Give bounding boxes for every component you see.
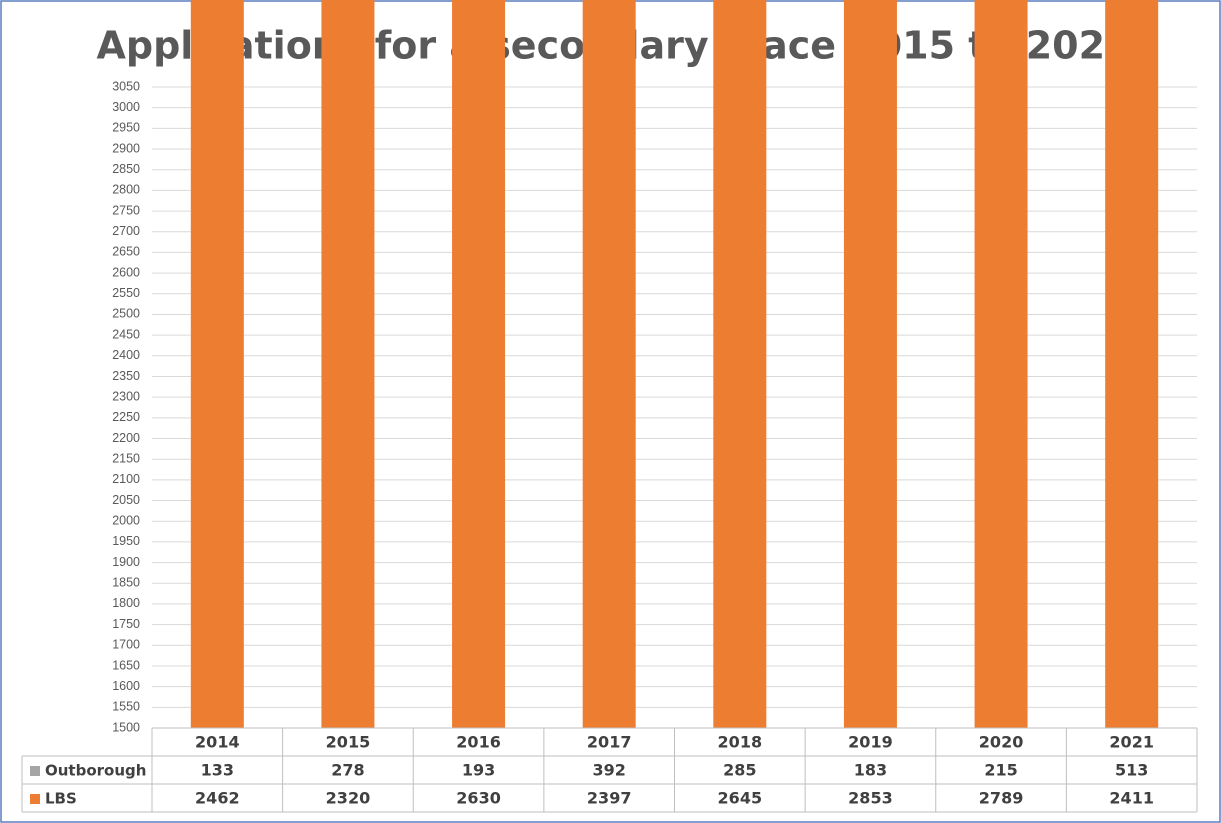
x-tick-label: 2018 bbox=[718, 733, 763, 752]
y-tick-label: 2900 bbox=[112, 141, 140, 155]
y-tick-label: 2350 bbox=[112, 369, 140, 383]
table-value: 2853 bbox=[848, 789, 893, 808]
y-tick-label: 2050 bbox=[112, 493, 140, 507]
bar-segment bbox=[190, 0, 244, 728]
y-tick-label: 1700 bbox=[112, 638, 140, 652]
y-tick-label: 3050 bbox=[112, 79, 140, 93]
y-tick-label: 2450 bbox=[112, 327, 140, 341]
y-tick-label: 2000 bbox=[112, 514, 140, 528]
y-tick-label: 2200 bbox=[112, 431, 140, 445]
table-value: 513 bbox=[1115, 761, 1148, 780]
y-tick-label: 2400 bbox=[112, 348, 140, 362]
bar-segment bbox=[1105, 0, 1159, 729]
table-value: 183 bbox=[854, 761, 887, 780]
y-tick-label: 1650 bbox=[112, 658, 140, 672]
x-tick-label: 2019 bbox=[848, 733, 893, 752]
y-tick-label: 1850 bbox=[112, 576, 140, 590]
y-tick-label: 2850 bbox=[112, 162, 140, 176]
table-value: 2630 bbox=[456, 789, 501, 808]
table-value: 2645 bbox=[718, 789, 763, 808]
table-value: 2397 bbox=[587, 789, 632, 808]
y-tick-label: 1900 bbox=[112, 555, 140, 569]
y-tick-label: 2950 bbox=[112, 121, 140, 135]
y-tick-label: 2100 bbox=[112, 472, 140, 486]
x-tick-label: 2014 bbox=[195, 733, 240, 752]
y-tick-label: 2600 bbox=[112, 265, 140, 279]
y-tick-label: 1750 bbox=[112, 617, 140, 631]
table-value: 2411 bbox=[1109, 789, 1154, 808]
y-tick-label: 1950 bbox=[112, 534, 140, 548]
legend-label: LBS bbox=[45, 790, 77, 808]
x-tick-label: 2017 bbox=[587, 733, 632, 752]
y-tick-label: 1600 bbox=[112, 679, 140, 693]
table-value: 215 bbox=[984, 761, 1017, 780]
y-tick-label: 3000 bbox=[112, 100, 140, 114]
y-tick-label: 1500 bbox=[112, 720, 140, 734]
bar-segment bbox=[452, 0, 506, 728]
legend-label: Outborough bbox=[45, 762, 146, 780]
y-tick-label: 2250 bbox=[112, 410, 140, 424]
x-tick-label: 2021 bbox=[1109, 733, 1154, 752]
bar-segment bbox=[321, 0, 375, 728]
bar-segment bbox=[582, 0, 636, 729]
table-value: 133 bbox=[201, 761, 234, 780]
bar-segment bbox=[843, 0, 897, 728]
x-tick-label: 2015 bbox=[326, 733, 371, 752]
table-value: 193 bbox=[462, 761, 495, 780]
table-value: 2320 bbox=[326, 789, 371, 808]
table-value: 285 bbox=[723, 761, 756, 780]
y-tick-label: 2750 bbox=[112, 203, 140, 217]
legend-swatch bbox=[30, 766, 40, 776]
y-tick-label: 2150 bbox=[112, 451, 140, 465]
bar-segment bbox=[713, 0, 767, 728]
table-value: 278 bbox=[331, 761, 364, 780]
y-tick-label: 2650 bbox=[112, 245, 140, 259]
y-tick-label: 2550 bbox=[112, 286, 140, 300]
x-tick-label: 2020 bbox=[979, 733, 1024, 752]
bar-segment bbox=[974, 0, 1028, 729]
y-tick-label: 1800 bbox=[112, 596, 140, 610]
table-value: 392 bbox=[592, 761, 625, 780]
y-tick-label: 2300 bbox=[112, 389, 140, 403]
y-tick-label: 2800 bbox=[112, 183, 140, 197]
legend-swatch bbox=[30, 794, 40, 804]
y-tick-label: 2700 bbox=[112, 224, 140, 238]
x-tick-label: 2016 bbox=[456, 733, 501, 752]
y-tick-label: 1550 bbox=[112, 700, 140, 714]
table-value: 2789 bbox=[979, 789, 1024, 808]
table-value: 2462 bbox=[195, 789, 240, 808]
y-tick-label: 2500 bbox=[112, 307, 140, 321]
